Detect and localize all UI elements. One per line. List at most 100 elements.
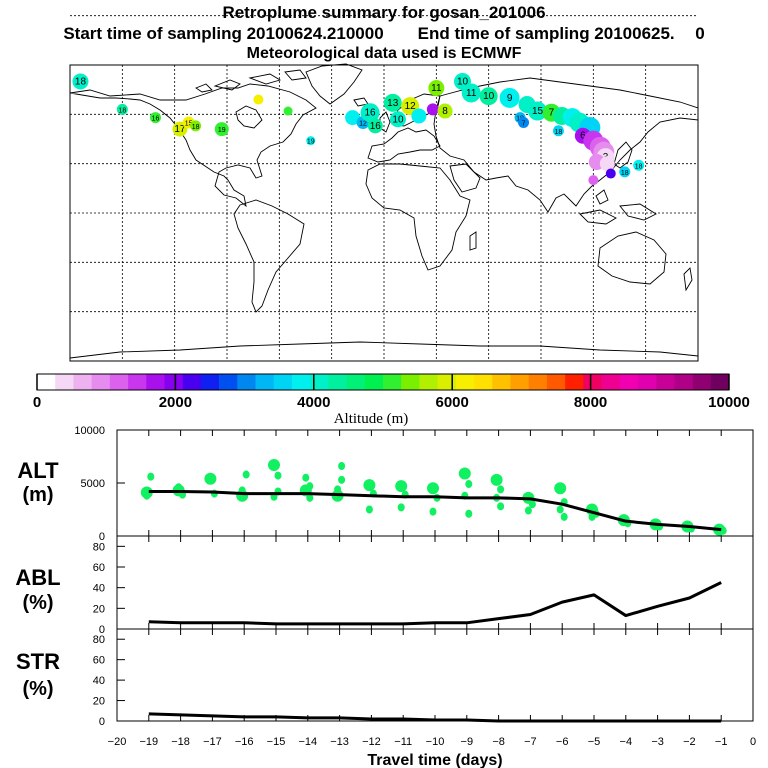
colorbar-swatch <box>364 374 384 390</box>
y-tick-label: 80 <box>93 634 105 646</box>
colorbar-swatch <box>674 374 693 390</box>
y-tick-label: 80 <box>93 541 105 553</box>
colorbar-swatch <box>710 374 730 390</box>
x-tick-label: −4 <box>620 736 633 748</box>
plume-point <box>190 120 202 132</box>
colorbar-swatch <box>455 374 475 390</box>
x-tick-label: −6 <box>556 736 569 748</box>
alt-spread-point <box>143 491 151 500</box>
coast-greenland <box>305 63 363 105</box>
plume-point-label: 10 <box>457 76 469 87</box>
plume-point-label: 15 <box>185 121 193 128</box>
colorbar-swatch <box>437 374 457 390</box>
colorbar-swatch <box>291 374 311 390</box>
colorbar-tick-label: 0 <box>33 394 41 411</box>
x-axis-label: Travel time (days) <box>367 752 502 768</box>
plume-point <box>437 103 453 119</box>
x-tick-label: −19 <box>139 736 158 748</box>
coast-antarctica <box>69 341 699 359</box>
colorbar-swatch <box>346 374 366 390</box>
colorbar-swatch <box>219 374 238 390</box>
y-tick-label: 20 <box>93 696 105 708</box>
plume-point-label: 18 <box>635 163 643 170</box>
map-frame <box>69 64 699 362</box>
plume-point-label: 8 <box>442 106 448 117</box>
panel-unit-label: (%) <box>22 592 53 614</box>
colorbar-swatch <box>601 374 621 390</box>
plume-point-label: 13 <box>387 98 399 109</box>
alt-spread-point <box>268 458 280 471</box>
alt-spread-point <box>147 472 155 481</box>
alt-spread-point <box>429 507 437 516</box>
coast-canadian-islands <box>195 69 307 93</box>
map-gridlines <box>70 15 698 361</box>
y-tick-label: 10000 <box>74 425 105 437</box>
coast-se-asia-islands <box>579 189 657 225</box>
plume-point-label: 18 <box>75 76 87 87</box>
x-tick-label: −1 <box>715 736 728 748</box>
altitude-colorbar: 0 2000 4000 6000 8000 10000 <box>33 373 750 411</box>
plume-point-label: 19 <box>307 139 315 146</box>
y-tick-label: 0 <box>99 716 105 728</box>
y-tick-label: 60 <box>93 562 105 574</box>
colorbar-swatch <box>419 374 438 390</box>
y-tick-label: 40 <box>93 583 105 595</box>
alt-spread-point <box>497 485 505 494</box>
coast-arabia <box>449 163 481 193</box>
plume-point <box>306 136 316 146</box>
colorbar-swatch <box>565 374 584 390</box>
y-tick-label: 5000 <box>81 478 105 490</box>
x-tick-label: −17 <box>203 736 222 748</box>
panel-frame <box>116 628 754 722</box>
x-tick-label: −2 <box>683 736 696 748</box>
coast-asia <box>433 77 699 213</box>
colorbar-swatch <box>146 374 165 390</box>
plume-point <box>283 106 293 116</box>
alt-spread-point <box>588 512 596 521</box>
plume-point <box>528 101 548 121</box>
alt-spread-point <box>465 509 473 518</box>
plume-point-label: 12 <box>359 121 367 128</box>
met-data-label: Meteorological data used is ECMWF <box>246 45 522 62</box>
plume-point-label: 12 <box>405 101 417 112</box>
plume-point-label: 7 <box>549 108 555 119</box>
plume-point-label: 18 <box>621 170 629 177</box>
plume-point <box>72 73 89 90</box>
plume-point <box>116 103 128 115</box>
time-series-panels: 0500010000ALT(m)020406080ABL(%)020406080… <box>15 425 756 748</box>
x-tick-label: −16 <box>235 736 254 748</box>
x-tick-label: 0 <box>750 736 756 748</box>
colorbar-swatch <box>528 374 548 390</box>
sampling-times: Start time of sampling 20100624.210000 En… <box>0 25 768 43</box>
x-tick-label: −9 <box>461 736 474 748</box>
panel-abl: 0 20 40 60 80 ABL(%) <box>15 535 754 636</box>
colorbar-swatch <box>492 374 511 390</box>
coast-australia <box>597 231 667 285</box>
colorbar-swatch <box>128 374 147 390</box>
colorbar-swatch <box>73 374 92 390</box>
series-line-alt <box>148 489 722 532</box>
plume-point <box>253 94 264 105</box>
colorbar-swatch <box>637 374 657 390</box>
coast-europe <box>367 127 441 163</box>
alt-spread-point <box>175 483 183 492</box>
plume-point-label: 6 <box>580 131 586 142</box>
alt-spread-point <box>528 500 536 509</box>
plume-point-label: 7 <box>522 121 526 128</box>
colorbar-tick-label: 10000 <box>708 394 750 411</box>
plume-point <box>345 110 361 126</box>
x-tick-label: −14 <box>298 736 317 748</box>
plume-point <box>605 168 616 179</box>
alt-spread-point <box>465 480 473 489</box>
alt-spread-point <box>427 482 439 495</box>
y-tick-label: 40 <box>93 675 105 687</box>
colorbar-swatch <box>109 374 129 390</box>
alt-spread-point <box>458 467 471 480</box>
plume-point <box>426 103 439 116</box>
colorbar-swatch <box>401 374 420 390</box>
plume-point <box>479 87 498 106</box>
end-time-label: End time of sampling 20100625. <box>417 24 675 43</box>
end-time-tail: 0 <box>695 24 705 43</box>
